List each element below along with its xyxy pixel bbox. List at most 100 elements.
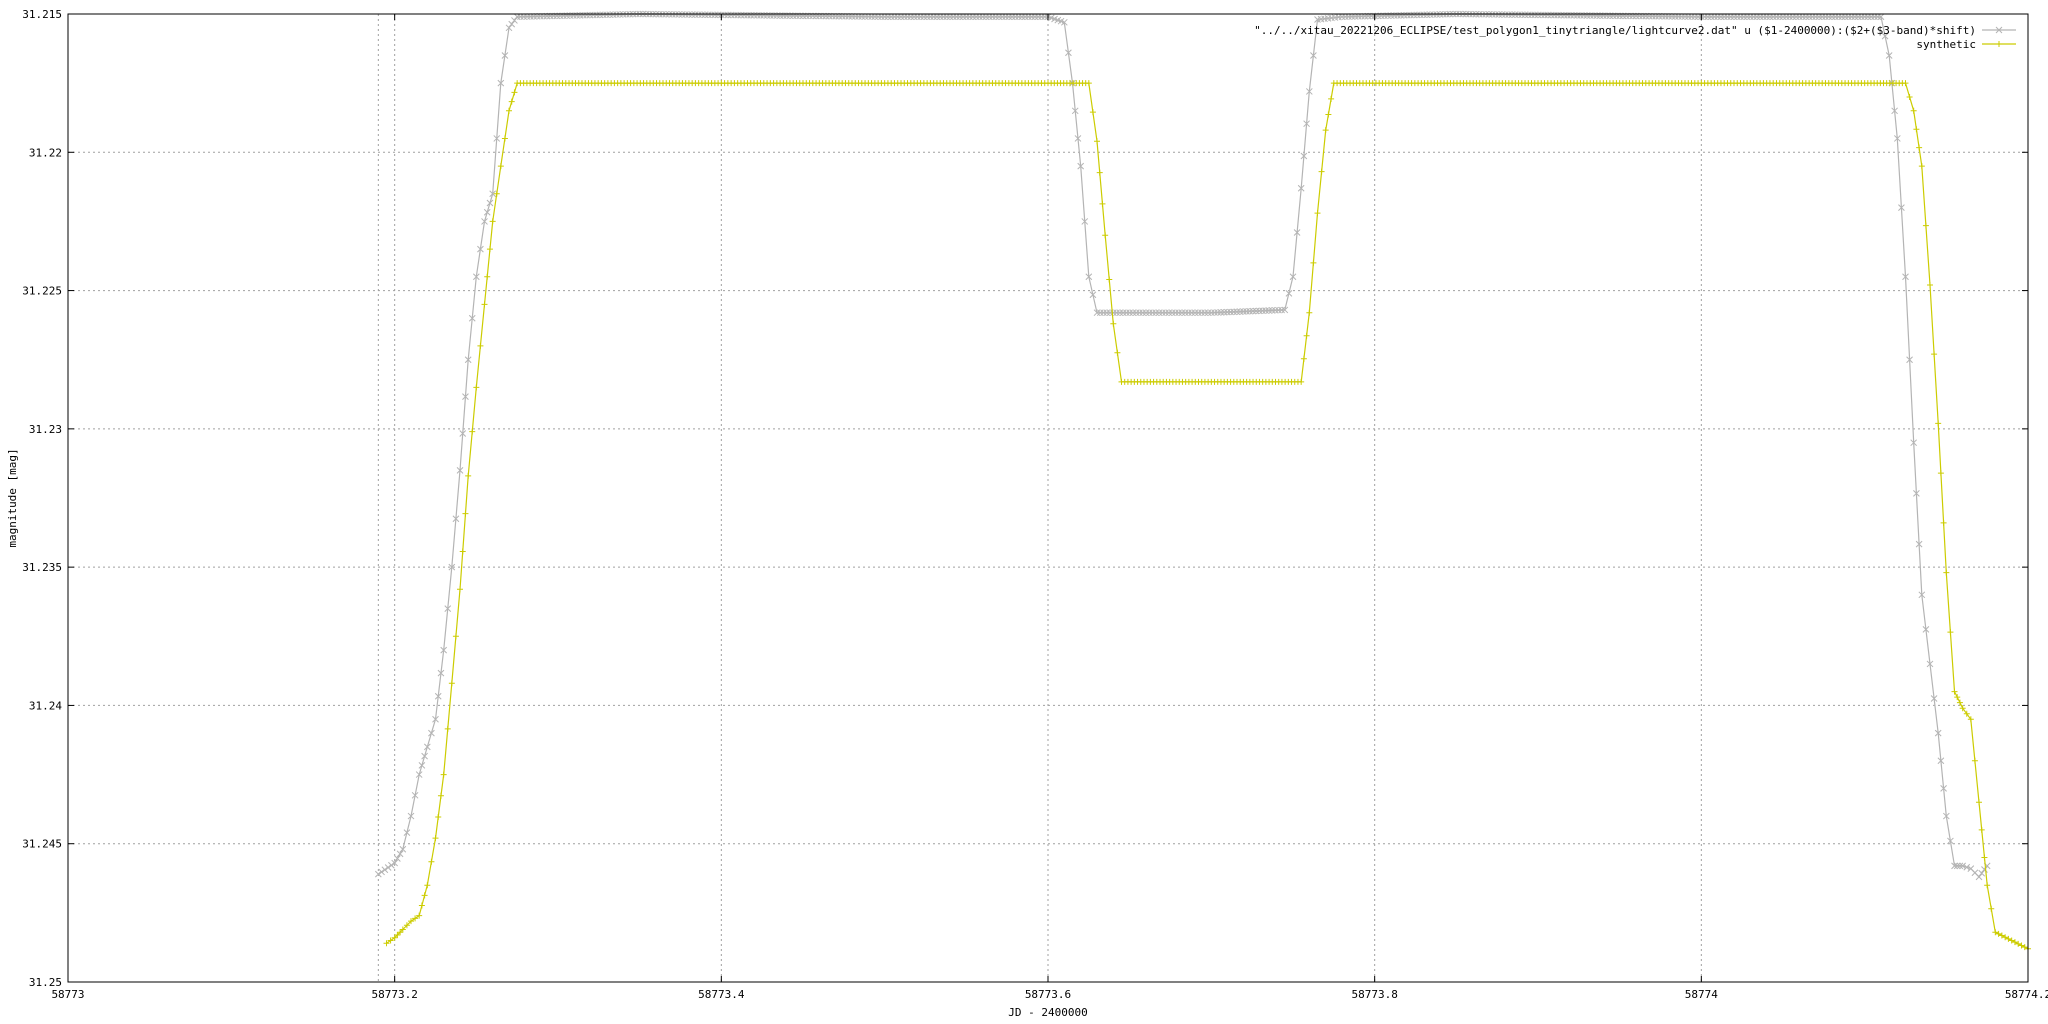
data-point (1988, 905, 1995, 912)
data-point (1123, 309, 1130, 317)
data-point (1848, 13, 1855, 21)
data-point (1191, 309, 1199, 317)
data-point (1201, 309, 1209, 317)
data-point (1113, 309, 1120, 317)
data-point (1094, 138, 1100, 145)
data-point (1089, 291, 1097, 299)
data-point (1786, 13, 1793, 21)
data-point (464, 356, 472, 364)
data-point (1756, 13, 1764, 21)
data-point (1074, 135, 1082, 142)
data-point (998, 13, 1006, 21)
data-point (1310, 52, 1317, 59)
x-tick-label: 58773.4 (698, 988, 745, 1001)
data-point (1204, 309, 1212, 317)
data-point (396, 850, 404, 858)
y-tick-label: 31.25 (29, 976, 62, 989)
data-point (1922, 626, 1930, 633)
data-point (1750, 13, 1757, 21)
data-point (1021, 13, 1029, 21)
data-point (1300, 355, 1307, 362)
data-point (481, 218, 488, 225)
data-point (497, 79, 505, 87)
data-point (1858, 13, 1865, 21)
data-point (1864, 13, 1872, 21)
data-point (1913, 126, 1920, 133)
data-point (378, 868, 385, 876)
data-point (1102, 232, 1109, 239)
data-point (415, 771, 423, 778)
data-point (962, 13, 970, 21)
data-point (440, 646, 448, 654)
data-point (1802, 13, 1810, 21)
data-point (391, 934, 398, 941)
data-point (1310, 259, 1317, 266)
data-point (1165, 309, 1173, 317)
data-point (428, 729, 435, 737)
series-line (377, 13, 1988, 878)
data-point (1085, 80, 1092, 87)
data-point (1172, 309, 1179, 317)
data-point (1717, 13, 1725, 21)
data-point (923, 13, 931, 21)
data-point (956, 13, 964, 21)
data-point (1129, 309, 1137, 317)
data-point (1841, 13, 1849, 21)
data-point (1930, 695, 1938, 702)
data-point (1916, 144, 1923, 151)
data-point (972, 13, 980, 21)
data-point (1947, 629, 1954, 636)
legend-label: "../../xitau_20221206_ECLIPSE/test_polyg… (1254, 24, 1976, 37)
data-point (1773, 13, 1780, 21)
data-point (374, 870, 382, 878)
data-point (493, 190, 500, 197)
data-point (1926, 660, 1934, 668)
data-point (497, 163, 504, 170)
data-point (1015, 13, 1022, 21)
data-point (1838, 13, 1846, 21)
data-point (468, 314, 476, 322)
data-point (408, 918, 414, 925)
data-point (1910, 107, 1917, 114)
data-point (940, 13, 947, 21)
data-point (1028, 13, 1036, 21)
data-point (989, 13, 996, 21)
legend-label: synthetic (1916, 38, 1976, 51)
data-point (477, 245, 484, 253)
data-point (992, 13, 1000, 21)
data-point (1978, 826, 1985, 833)
data-point (917, 13, 924, 21)
data-point (1730, 13, 1738, 21)
data-point (1175, 309, 1183, 317)
data-point (2011, 939, 2018, 946)
data-point (1746, 13, 1754, 21)
data-point (1918, 591, 1926, 599)
data-point (2018, 942, 2025, 949)
data-point (403, 922, 410, 929)
data-point (1893, 135, 1901, 142)
data-point (1303, 332, 1310, 339)
data-point (397, 929, 404, 936)
data-point (1867, 13, 1875, 21)
axis-ticks: 31.215 31.22 31.225 31.23 31.235 31.24 31.245 3… (22, 8, 2048, 1001)
data-point (1779, 13, 1787, 21)
data-point (1109, 309, 1117, 317)
data-point (435, 813, 442, 820)
data-point (1298, 378, 1305, 385)
data-point (1018, 13, 1026, 21)
data-point (1992, 929, 1999, 936)
data-point (1975, 873, 1983, 881)
data-point (1942, 812, 1950, 820)
data-point (432, 715, 439, 723)
data-point (1971, 757, 1978, 764)
data-point (1959, 862, 1967, 870)
data-point (1145, 309, 1153, 317)
data-point (511, 89, 518, 96)
data-point (1110, 320, 1117, 327)
data-point (1795, 13, 1803, 21)
data-point (1114, 349, 1121, 356)
data-point (1714, 13, 1722, 21)
data-point (484, 273, 491, 280)
data-point (946, 13, 954, 21)
data-point (1805, 13, 1813, 21)
